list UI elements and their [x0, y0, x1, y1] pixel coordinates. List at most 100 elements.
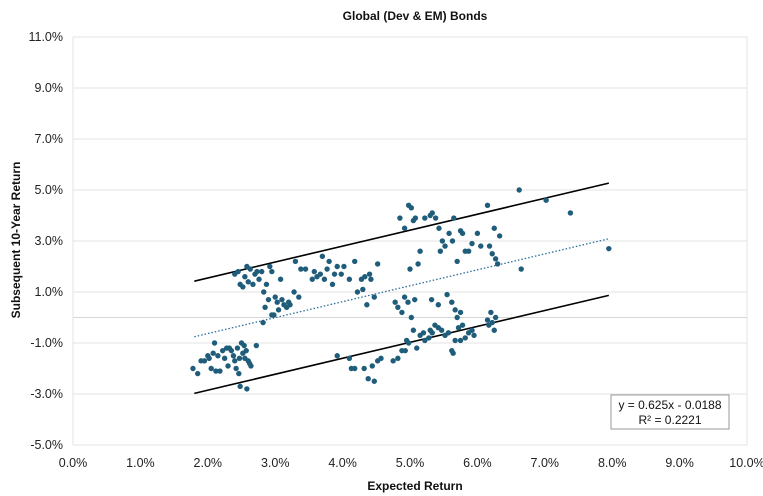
data-point — [267, 263, 273, 270]
data-point — [489, 319, 495, 326]
data-point — [254, 268, 260, 275]
data-point — [436, 225, 442, 231]
data-point — [277, 276, 284, 282]
data-point — [405, 299, 411, 305]
regression-equation: y = 0.625x - 0.0188 — [618, 398, 721, 412]
data-point — [414, 345, 420, 351]
x-axis-ticks: 0.0% 1.0% 2.0% 3.0% 4.0% 5.0% 6.0% 7.0% 8.0% 9.0%… — [59, 456, 763, 470]
data-point — [259, 268, 265, 275]
data-point — [408, 205, 415, 211]
x-tick-label: 2.0% — [194, 456, 223, 470]
data-point — [474, 230, 481, 237]
data-point — [292, 258, 299, 265]
data-point — [234, 345, 241, 351]
data-point — [451, 215, 457, 221]
y-tick-label: 5.0% — [35, 183, 64, 197]
data-point — [454, 314, 460, 321]
data-point — [211, 340, 218, 346]
data-point — [405, 340, 412, 346]
data-point — [366, 271, 373, 277]
data-point — [219, 347, 226, 354]
data-point — [435, 302, 442, 308]
data-point — [492, 314, 499, 321]
data-point — [274, 299, 280, 305]
data-point — [279, 296, 285, 303]
data-point — [309, 276, 315, 282]
data-point — [428, 296, 435, 303]
data-point — [450, 350, 456, 356]
data-point — [354, 289, 361, 295]
data-point — [516, 187, 522, 193]
y-tick-label: -5.0% — [30, 438, 63, 452]
data-point — [408, 314, 415, 321]
x-tick-label: 6.0% — [463, 456, 492, 470]
data-point — [298, 266, 304, 272]
data-point — [471, 332, 477, 339]
data-point — [233, 365, 239, 372]
y-tick-label: 3.0% — [35, 234, 64, 248]
data-point — [210, 350, 216, 356]
data-point — [250, 281, 256, 288]
data-point — [215, 353, 221, 359]
data-point — [296, 294, 302, 300]
data-point — [484, 202, 491, 208]
data-point — [272, 294, 278, 300]
data-point — [437, 248, 444, 254]
data-point — [217, 368, 223, 374]
data-point — [449, 238, 456, 244]
data-point — [371, 294, 377, 300]
data-point — [606, 245, 612, 252]
data-point — [346, 276, 353, 282]
x-tick-label: 1.0% — [126, 456, 155, 470]
data-point — [452, 307, 458, 313]
data-point — [452, 337, 458, 344]
data-point — [341, 263, 347, 270]
y-tick-label: 7.0% — [35, 132, 64, 146]
data-point — [352, 365, 358, 372]
x-tick-label: 10.0% — [729, 456, 763, 470]
data-point — [439, 238, 446, 244]
y-tick-label: -1.0% — [30, 336, 63, 350]
data-point — [206, 355, 212, 361]
data-point — [269, 312, 275, 318]
data-point — [459, 322, 466, 328]
data-point — [362, 274, 368, 280]
data-point — [248, 363, 254, 369]
data-point — [368, 276, 374, 282]
data-point — [426, 335, 432, 341]
data-point — [256, 276, 262, 282]
x-axis-title: Expected Return — [367, 479, 462, 493]
data-point — [378, 355, 384, 361]
data-point — [457, 337, 464, 344]
data-point — [334, 263, 340, 270]
data-point — [208, 365, 214, 372]
data-point — [488, 309, 494, 316]
data-point — [346, 355, 353, 361]
x-tick-label: 5.0% — [396, 456, 425, 470]
data-point — [445, 330, 452, 336]
data-point — [232, 358, 238, 364]
data-point — [237, 383, 243, 390]
data-point — [462, 335, 468, 341]
data-point — [465, 248, 472, 254]
band-line — [194, 182, 610, 282]
data-point — [247, 266, 253, 272]
data-point — [392, 299, 398, 305]
data-points — [190, 187, 612, 392]
data-point — [494, 261, 501, 267]
data-point — [412, 215, 419, 221]
chart-title: Global (Dev & EM) Bonds — [343, 9, 488, 23]
y-tick-label: 11.0% — [28, 30, 63, 44]
data-point — [361, 365, 367, 372]
data-point — [275, 307, 282, 313]
data-point — [317, 271, 324, 277]
data-point — [194, 370, 201, 377]
data-point — [412, 296, 418, 303]
data-point — [365, 376, 371, 382]
data-point — [491, 225, 497, 231]
data-point — [371, 378, 377, 384]
data-point — [338, 271, 344, 277]
data-point — [395, 355, 401, 361]
